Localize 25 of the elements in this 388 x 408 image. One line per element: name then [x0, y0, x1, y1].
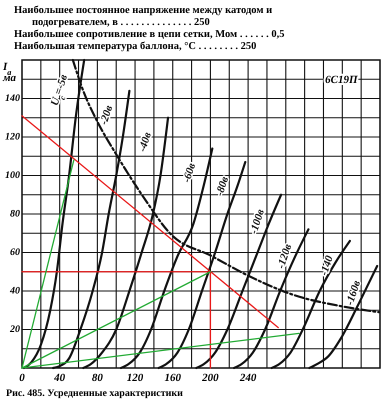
- x-tick-label: 200: [201, 372, 220, 384]
- text: Наибольшее постоянное напряжение между катодом и: [14, 5, 272, 16]
- y-axis-title: I$_{а}$ ма: [2, 61, 17, 84]
- y-tick-label: 20: [9, 324, 20, 335]
- text: Рис. 485. Усредненные характеристики: [6, 388, 184, 399]
- text: -160в: [344, 279, 364, 307]
- text: подогревателем, в . . . . . . . . . . . . . . 250: [32, 17, 210, 28]
- x-tick-label: 160: [164, 372, 182, 384]
- text: -80в: [214, 175, 232, 198]
- y-tick-label: 80: [10, 208, 20, 220]
- text: -140: [318, 254, 336, 278]
- y-tick-label: 60: [10, 246, 20, 258]
- y-tick-label: 100: [5, 170, 20, 181]
- text: -20в: [98, 104, 116, 126]
- y-tick-label: 40: [9, 285, 20, 296]
- text: Наибольшая температура баллона, °С . . . . . . . . 250: [14, 41, 256, 52]
- text: -120в: [275, 242, 294, 270]
- y-tick-label: 120: [5, 131, 20, 142]
- x-tick-label: 40: [53, 372, 66, 384]
- text: Наибольшее сопротивление в цепи сетки, Мом . . . . . . 0,5: [14, 29, 284, 40]
- x-tick-label: 0: [19, 372, 26, 384]
- x-tick-label: 80: [92, 372, 104, 384]
- y-tick-label: 140: [5, 92, 20, 104]
- x-tick-label: 240: [238, 372, 257, 384]
- x-tick-label: 120: [126, 372, 144, 384]
